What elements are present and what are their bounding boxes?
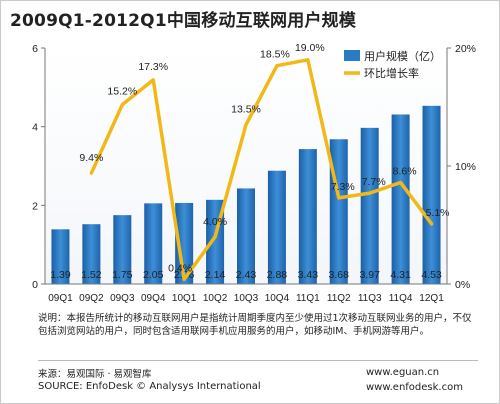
x-tick-label: 10Q1 (172, 293, 197, 304)
line-value-label: 8.6% (393, 166, 417, 178)
line-value-label: 13.5% (231, 104, 261, 116)
y-right-tick-label: 10% (455, 161, 476, 173)
bar-11Q2 (329, 139, 348, 284)
y-left-tick-label: 6 (32, 43, 38, 55)
line-value-label: 7.3% (331, 181, 355, 193)
x-tick-label: 10Q2 (203, 293, 228, 304)
bar-value-label: 2.43 (236, 269, 257, 281)
y-right-tick-label: 20% (455, 43, 476, 55)
x-tick-label: 11Q4 (389, 293, 413, 304)
x-tick-label: 11Q2 (327, 293, 351, 304)
bar-value-label: 3.97 (359, 269, 380, 281)
line-value-label: 15.2% (107, 86, 137, 98)
bar-value-label: 1.52 (81, 269, 102, 281)
chart-note: 说明：本报告所统计的移动互联网用户是指统计周期季度内至少使用过1次移动互联网业务… (38, 313, 472, 337)
bar-10Q1 (175, 202, 194, 284)
bar-10Q4 (267, 170, 286, 284)
x-tick-label: 10Q4 (265, 293, 290, 304)
source-en: SOURCE: EnfoDesk © Analysys Internationa… (38, 381, 261, 392)
bar-09Q1 (51, 229, 70, 284)
bar-value-label: 4.31 (390, 269, 411, 281)
bar-value-label: 3.68 (329, 269, 350, 281)
x-tick-label: 09Q2 (79, 293, 104, 304)
bar-09Q4 (144, 203, 163, 284)
bar-value-label: 1.75 (112, 269, 133, 281)
y-right-tick-label: 0% (455, 279, 470, 291)
bar-10Q3 (237, 188, 255, 284)
x-tick-label: 12Q1 (419, 293, 444, 304)
y-left-tick-label: 0 (32, 279, 38, 291)
bar-09Q3 (113, 215, 132, 284)
line-value-label: 4.0% (203, 216, 227, 228)
legend-bar-swatch (344, 50, 360, 61)
source-cn: 来源：易观国际 · 易观智库 (38, 369, 152, 380)
bar-11Q1 (298, 149, 317, 284)
bar-12Q1 (422, 105, 441, 284)
bar-value-label: 4.53 (421, 269, 442, 281)
url-eguan: www.eguan.cn (366, 367, 440, 378)
x-tick-label: 09Q3 (110, 293, 135, 304)
bar-value-label: 2.88 (267, 269, 288, 281)
bar-value-label: 3.43 (298, 269, 319, 281)
x-tick-label: 11Q1 (296, 293, 320, 304)
line-value-label: 19.0% (295, 42, 325, 54)
x-tick-label: 11Q3 (358, 293, 382, 304)
y-left-tick-label: 4 (32, 122, 38, 134)
bar-value-label: 1.39 (50, 269, 71, 281)
legend-line-label: 环比增长率 (364, 66, 419, 80)
divider (38, 360, 478, 361)
bar-value-label: 2.05 (143, 269, 164, 281)
line-value-label: 5.1% (426, 207, 450, 219)
bar-11Q4 (391, 114, 410, 285)
line-value-label: 0.4% (168, 262, 192, 274)
bar-value-label: 2.14 (205, 269, 226, 281)
x-tick-label: 10Q3 (234, 293, 259, 304)
y-left-tick-label: 2 (32, 200, 38, 212)
x-tick-label: 09Q1 (48, 293, 73, 304)
url-enfodesk: www.enfodesk.com (366, 382, 463, 393)
bar-09Q2 (82, 224, 101, 284)
line-value-label: 18.5% (260, 49, 290, 61)
line-value-label: 9.4% (79, 152, 103, 164)
x-tick-label: 09Q4 (141, 293, 166, 304)
chart-title: 2009Q1-2012Q1中国移动互联网用户规模 (10, 11, 357, 31)
growth-rate-line (89, 58, 434, 282)
line-value-label: 17.3% (138, 61, 168, 73)
bar-11Q3 (360, 127, 379, 284)
legend-bar-label: 用户规模（亿） (364, 49, 441, 63)
line-value-label: 7.7% (362, 176, 386, 188)
